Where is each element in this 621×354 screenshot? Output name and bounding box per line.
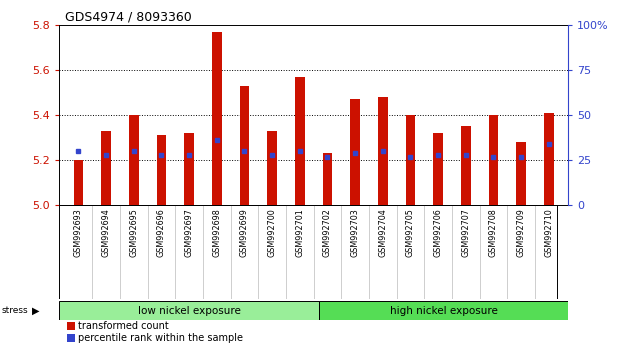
Bar xyxy=(212,32,222,205)
Bar xyxy=(129,115,138,205)
Text: GSM992697: GSM992697 xyxy=(184,208,194,257)
Bar xyxy=(295,77,305,205)
Text: GSM992710: GSM992710 xyxy=(545,208,553,257)
Text: GDS4974 / 8093360: GDS4974 / 8093360 xyxy=(65,11,192,24)
Bar xyxy=(406,115,415,205)
Text: GSM992708: GSM992708 xyxy=(489,208,498,257)
Text: GSM992706: GSM992706 xyxy=(433,208,443,257)
Bar xyxy=(433,133,443,205)
Bar xyxy=(319,301,568,320)
Text: low nickel exposure: low nickel exposure xyxy=(138,306,240,316)
Text: GSM992701: GSM992701 xyxy=(295,208,304,257)
Bar xyxy=(322,153,332,205)
Text: GSM992702: GSM992702 xyxy=(323,208,332,257)
Bar xyxy=(267,131,277,205)
Bar xyxy=(59,301,319,320)
Bar xyxy=(516,142,526,205)
Bar xyxy=(544,113,554,205)
Text: GSM992694: GSM992694 xyxy=(102,208,111,257)
Bar xyxy=(184,133,194,205)
Text: GSM992695: GSM992695 xyxy=(129,208,138,257)
Bar xyxy=(240,86,249,205)
Bar xyxy=(156,135,166,205)
Text: GSM992696: GSM992696 xyxy=(157,208,166,257)
Text: GSM992698: GSM992698 xyxy=(212,208,221,257)
Text: GSM992693: GSM992693 xyxy=(74,208,83,257)
Bar xyxy=(101,131,111,205)
Bar xyxy=(461,126,471,205)
Text: GSM992707: GSM992707 xyxy=(461,208,470,257)
Text: GSM992704: GSM992704 xyxy=(378,208,388,257)
Text: GSM992705: GSM992705 xyxy=(406,208,415,257)
Bar xyxy=(489,115,498,205)
Text: GSM992700: GSM992700 xyxy=(268,208,276,257)
Text: stress: stress xyxy=(2,306,29,315)
Text: ▶: ▶ xyxy=(32,306,40,316)
Text: GSM992703: GSM992703 xyxy=(351,208,360,257)
Bar xyxy=(350,99,360,205)
Text: GSM992709: GSM992709 xyxy=(517,208,525,257)
Bar xyxy=(73,160,83,205)
Text: high nickel exposure: high nickel exposure xyxy=(390,306,497,316)
Bar xyxy=(378,97,388,205)
Legend: transformed count, percentile rank within the sample: transformed count, percentile rank withi… xyxy=(64,317,247,347)
Text: GSM992699: GSM992699 xyxy=(240,208,249,257)
